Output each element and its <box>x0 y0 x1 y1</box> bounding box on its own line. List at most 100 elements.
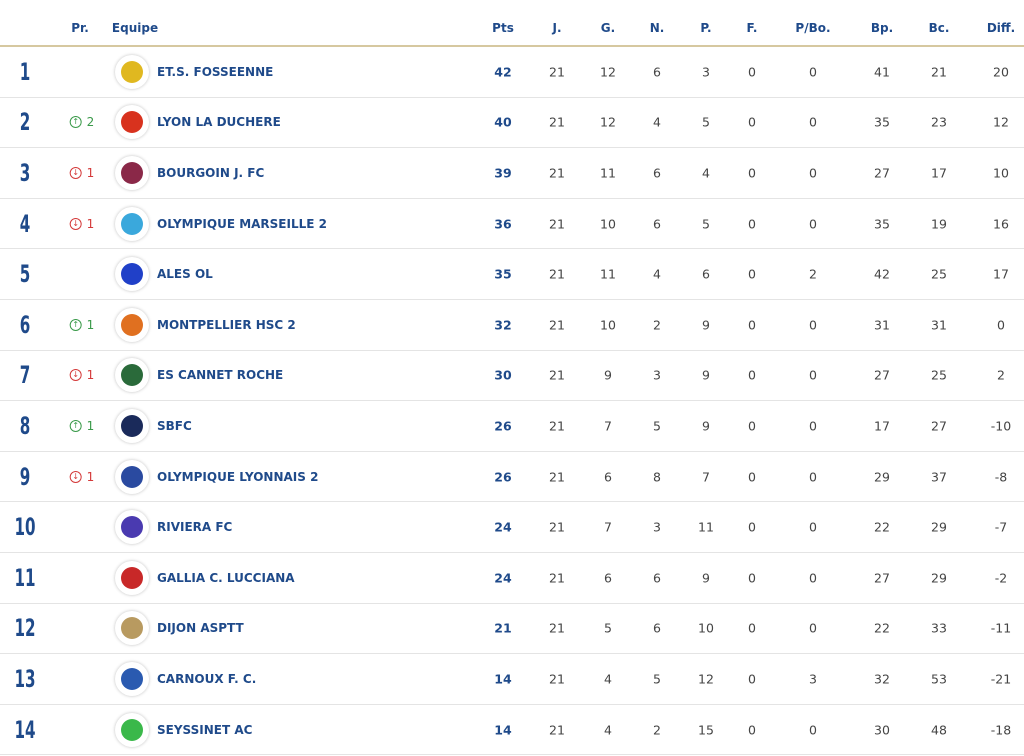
position-change: ↓ 1 <box>69 217 94 231</box>
table-row[interactable]: 1 ET.S. FOSSEENNE 42 21 12 6 3 0 0 41 21 20 <box>0 47 1024 98</box>
position-change-value: 1 <box>86 165 95 180</box>
arrow-up-circle-icon: ↑ <box>69 318 82 331</box>
cell-j: 21 <box>549 418 565 434</box>
cell-n: 6 <box>653 165 661 181</box>
rank: 4 <box>19 209 31 238</box>
team-name[interactable]: SEYSSINET AC <box>157 722 253 737</box>
rank: 13 <box>14 664 36 693</box>
header-bp[interactable]: Bp. <box>870 21 894 35</box>
cell-p: 9 <box>702 367 710 383</box>
team-logo <box>115 105 149 140</box>
cell-bp: 22 <box>874 620 890 636</box>
team-logo <box>115 611 149 646</box>
cell-n: 6 <box>653 620 661 636</box>
cell-f: 0 <box>748 216 756 232</box>
cell-bc: 29 <box>931 570 947 586</box>
cell-pts: 36 <box>494 216 512 232</box>
team-name[interactable]: ET.S. FOSSEENNE <box>157 64 274 79</box>
cell-pts: 30 <box>494 367 512 383</box>
table-row[interactable]: 12 DIJON ASPTT 21 21 5 6 10 0 0 22 33 -11 <box>0 604 1024 655</box>
header-g[interactable]: G. <box>600 21 616 35</box>
cell-diff: 16 <box>993 216 1009 232</box>
cell-diff: 2 <box>997 367 1005 383</box>
table-row[interactable]: 5 ALES OL 35 21 11 4 6 0 2 42 25 17 <box>0 249 1024 300</box>
header-j[interactable]: J. <box>552 21 562 35</box>
cell-f: 0 <box>748 722 756 738</box>
rank: 3 <box>19 158 31 187</box>
position-change-value: 1 <box>86 418 95 433</box>
team-name[interactable]: CARNOUX F. C. <box>157 671 257 686</box>
cell-pbo: 2 <box>809 266 817 282</box>
table-row[interactable]: 8 ↑ 1 SBFC 26 21 7 5 9 0 0 17 27 -10 <box>0 401 1024 452</box>
cell-n: 5 <box>653 418 661 434</box>
cell-j: 21 <box>549 469 565 485</box>
team-logo <box>115 712 149 747</box>
team-name[interactable]: GALLIA C. LUCCIANA <box>157 570 295 585</box>
rank: 2 <box>19 108 31 137</box>
team-logo <box>115 206 149 241</box>
cell-diff: 0 <box>997 317 1005 333</box>
table-row[interactable]: 7 ↓ 1 ES CANNET ROCHE 30 21 9 3 9 0 0 27 25 2 <box>0 351 1024 402</box>
cell-pbo: 0 <box>809 165 817 181</box>
cell-j: 21 <box>549 216 565 232</box>
team-name[interactable]: ES CANNET ROCHE <box>157 368 284 383</box>
cell-diff: -21 <box>990 671 1012 687</box>
cell-f: 0 <box>748 317 756 333</box>
table-row[interactable]: 6 ↑ 1 MONTPELLIER HSC 2 32 21 10 2 9 0 0 31 31 0 <box>0 300 1024 351</box>
rank: 14 <box>14 715 36 744</box>
cell-pbo: 0 <box>809 570 817 586</box>
team-name[interactable]: LYON LA DUCHERE <box>157 115 281 130</box>
cell-g: 11 <box>600 266 616 282</box>
table-row[interactable]: 3 ↓ 1 BOURGOIN J. FC 39 21 11 6 4 0 0 27 17 10 <box>0 148 1024 199</box>
table-row[interactable]: 2 ↑ 2 LYON LA DUCHERE 40 21 12 4 5 0 0 35 23 12 <box>0 98 1024 149</box>
cell-bp: 35 <box>874 216 890 232</box>
table-row[interactable]: 10 RIVIERA FC 24 21 7 3 11 0 0 22 29 -7 <box>0 502 1024 553</box>
cell-n: 6 <box>653 64 661 80</box>
rank: 1 <box>19 57 31 86</box>
cell-p: 9 <box>702 418 710 434</box>
team-name[interactable]: MONTPELLIER HSC 2 <box>157 317 296 332</box>
table-row[interactable]: 9 ↓ 1 OLYMPIQUE LYONNAIS 2 26 21 6 8 7 0 0 29 37 -8 <box>0 452 1024 503</box>
team-name[interactable]: RIVIERA FC <box>157 520 233 535</box>
cell-f: 0 <box>748 114 756 130</box>
team-name[interactable]: SBFC <box>157 418 192 433</box>
cell-j: 21 <box>549 570 565 586</box>
cell-bp: 29 <box>874 469 890 485</box>
header-p[interactable]: P. <box>700 21 712 35</box>
cell-pbo: 0 <box>809 722 817 738</box>
cell-pbo: 0 <box>809 64 817 80</box>
header-n[interactable]: N. <box>649 21 665 35</box>
header-team[interactable]: Equipe <box>111 21 159 35</box>
header-pr[interactable]: Pr. <box>71 21 89 35</box>
team-name[interactable]: OLYMPIQUE MARSEILLE 2 <box>157 216 327 231</box>
cell-f: 0 <box>748 570 756 586</box>
team-name[interactable]: OLYMPIQUE LYONNAIS 2 <box>157 469 319 484</box>
team-name[interactable]: ALES OL <box>157 267 213 282</box>
header-pts[interactable]: Pts <box>492 21 514 35</box>
header-f[interactable]: F. <box>746 21 758 35</box>
position-change-value: 1 <box>86 469 95 484</box>
cell-p: 6 <box>702 266 710 282</box>
table-row[interactable]: 13 CARNOUX F. C. 14 21 4 5 12 0 3 32 53 -21 <box>0 654 1024 705</box>
cell-g: 4 <box>604 722 612 738</box>
table-row[interactable]: 4 ↓ 1 OLYMPIQUE MARSEILLE 2 36 21 10 6 5 0 0 35 19 16 <box>0 199 1024 250</box>
table-row[interactable]: 11 GALLIA C. LUCCIANA 24 21 6 6 9 0 0 27 29 -2 <box>0 553 1024 604</box>
team-name[interactable]: DIJON ASPTT <box>157 621 244 636</box>
cell-p: 9 <box>702 570 710 586</box>
header-pbo[interactable]: P/Bo. <box>795 21 831 35</box>
rank: 9 <box>19 462 31 491</box>
rank: 11 <box>14 563 36 592</box>
cell-bc: 33 <box>931 620 947 636</box>
cell-n: 6 <box>653 216 661 232</box>
cell-p: 4 <box>702 165 710 181</box>
header-diff[interactable]: Diff. <box>986 21 1016 35</box>
position-change: ↓ 1 <box>69 368 94 382</box>
team-name[interactable]: BOURGOIN J. FC <box>157 165 265 180</box>
header-bc[interactable]: Bc. <box>928 21 950 35</box>
table-row[interactable]: 14 SEYSSINET AC 14 21 4 2 15 0 0 30 48 -18 <box>0 705 1024 756</box>
cell-g: 7 <box>604 418 612 434</box>
cell-g: 4 <box>604 671 612 687</box>
cell-g: 6 <box>604 570 612 586</box>
cell-diff: -8 <box>994 469 1008 485</box>
cell-n: 2 <box>653 722 661 738</box>
